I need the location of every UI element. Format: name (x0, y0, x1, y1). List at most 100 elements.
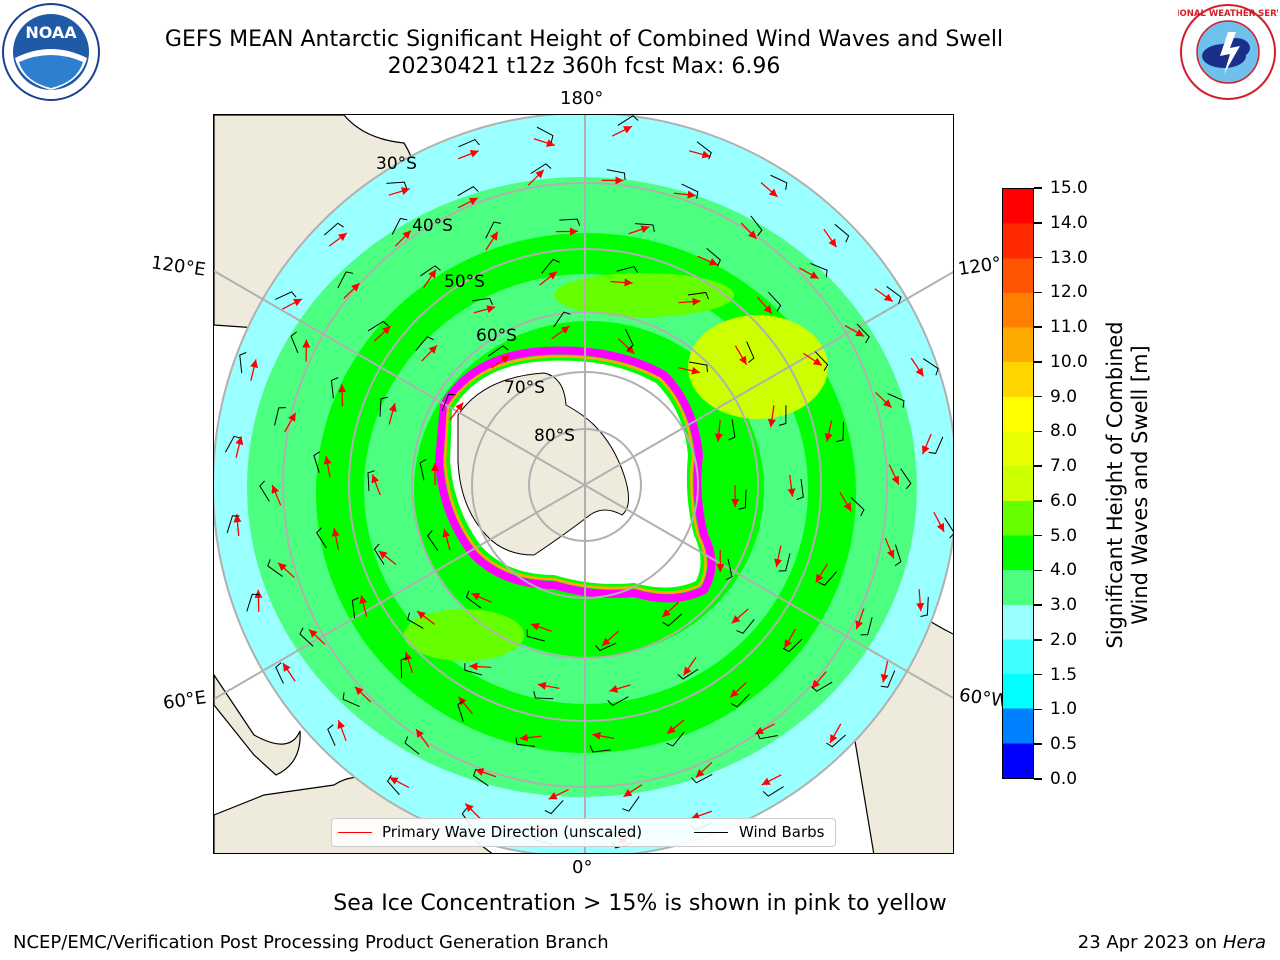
wave-direction-arrowhead (560, 326, 570, 334)
wind-barb (796, 479, 804, 501)
noaa-logo-text: NOAA (25, 23, 77, 42)
wind-barb (275, 291, 297, 300)
wave-direction-arrowhead (546, 139, 555, 147)
colorbar-tick (1034, 673, 1042, 676)
wind-barb (880, 670, 896, 688)
colorbar-label: Significant Height of Combined Wind Wave… (1103, 275, 1153, 695)
wave-direction-arrowhead (378, 550, 388, 559)
colorbar-tick (1034, 604, 1042, 606)
colorbar-tick-label: 1.0 (1050, 699, 1078, 720)
wind-barb (595, 642, 617, 652)
latitude-labels: 30°S 40°S 50°S 60°S 70°S 80°S (376, 154, 575, 446)
lon-label-lower-left: 60°E (161, 687, 208, 714)
wind-barb (290, 331, 299, 354)
lat-label-80s: 80°S (534, 426, 575, 446)
wind-barb (616, 265, 639, 273)
wind-barb (367, 320, 389, 332)
wave-direction-arrowhead (323, 456, 332, 465)
wave-direction-arrowhead (468, 197, 478, 206)
colorbar-tick (1034, 743, 1042, 745)
wind-barb (589, 745, 611, 753)
wind-barb (544, 799, 564, 815)
wave-direction-arrowhead (687, 190, 696, 199)
wave-direction-arrowhead (338, 233, 347, 242)
wave-direction-arrowhead (417, 611, 426, 620)
wave-direction-arrowhead (475, 768, 485, 776)
colorbar-tick (1034, 500, 1042, 502)
wave-direction-arrowhead (763, 305, 773, 314)
wind-barb (323, 222, 344, 236)
wave-direction-arrowhead (592, 731, 601, 740)
wind-barb (464, 663, 483, 676)
wave-direction-arrowhead (714, 433, 723, 442)
wind-barb (327, 724, 336, 746)
wave-direction-arrowhead (883, 293, 893, 302)
wind-barb (688, 361, 708, 373)
wave-direction-arrowhead (812, 357, 822, 366)
wave-direction-arrowhead (469, 662, 478, 671)
colorbar-tick-label: 1.5 (1050, 664, 1078, 685)
colorbar-tick-label: 5.0 (1050, 525, 1078, 546)
wind-barb (814, 351, 829, 371)
wave-direction-arrowhead (695, 769, 705, 778)
wind-barb (313, 451, 321, 473)
wind-barb (458, 138, 480, 148)
wave-direction-arrowhead (882, 399, 892, 408)
wind-barb (316, 527, 327, 549)
wind-barb (944, 517, 953, 539)
wave-direction-arrowhead (768, 188, 778, 197)
wind-barb (922, 358, 939, 376)
wind-barb (275, 662, 284, 684)
wave-direction-arrowhead (338, 384, 347, 393)
wind-barb (526, 629, 545, 642)
wind-barb (337, 271, 354, 289)
lon-label-bottom: 0° (572, 857, 593, 878)
wave-direction-arrowhead (288, 412, 296, 422)
wind-barb (553, 311, 571, 328)
wind-barb (367, 470, 375, 491)
colorbar-tick (1034, 569, 1042, 572)
wind-barb (928, 436, 944, 454)
wind-barb (274, 407, 286, 426)
wave-direction-arrowhead (815, 573, 824, 583)
wave-direction-arrowhead (469, 150, 479, 158)
wind-barb (900, 468, 912, 490)
colorbar-ticks: 15.0 14.0 13.0 12.0 11.0 10.0 9.0 8.0 7.0 6.0 5.0 4… (1034, 179, 1094, 788)
polar-map: 30°S 40°S 50°S 60°S 70°S 80°S (213, 114, 954, 854)
wave-direction-arrowhead (731, 498, 740, 507)
colorbar-tick (1034, 430, 1042, 433)
wind-barb (746, 341, 755, 363)
wind-barb (750, 215, 763, 237)
wave-direction-arrowhead (442, 528, 451, 538)
wind-barb (239, 352, 247, 374)
wind-barb (515, 737, 536, 747)
wave-direction-arrowhead (787, 488, 796, 497)
wave-direction-arrowhead (402, 230, 411, 239)
nws-logo-text: NATIONAL WEATHER SERVICE (1178, 9, 1278, 19)
title-line-1: GEFS MEAN Antarctic Significant Height o… (164, 27, 1004, 52)
wind-barb (634, 223, 655, 232)
wind-barb (736, 618, 755, 634)
wind-barb (738, 489, 747, 510)
colorbar-tick-label: 7.0 (1050, 456, 1078, 477)
wind-barb (607, 696, 629, 707)
wind-barb (404, 736, 420, 755)
wind-barb (728, 419, 736, 441)
footer-date: 23 Apr 2023 on Hera (1078, 932, 1266, 953)
wave-direction-arrowhead (465, 803, 474, 812)
wind-barb (706, 247, 721, 267)
wind-barb (351, 597, 359, 619)
wave-direction-arrowhead (809, 271, 819, 279)
wave-direction-arrowhead (748, 230, 757, 239)
wind-barb (400, 657, 408, 678)
wind-barb (811, 681, 833, 692)
colorbar-tick (1034, 778, 1042, 780)
wave-direction-arrowhead (250, 359, 258, 369)
lat-label-30s: 30°S (376, 154, 417, 174)
wave-direction-arrowhead (811, 679, 821, 689)
wind-barb (485, 221, 501, 239)
wave-direction-arrowhead (254, 589, 263, 598)
wave-direction-arrowhead (730, 688, 739, 698)
wind-barb (818, 571, 837, 586)
wave-direction-arrowhead (500, 355, 510, 364)
